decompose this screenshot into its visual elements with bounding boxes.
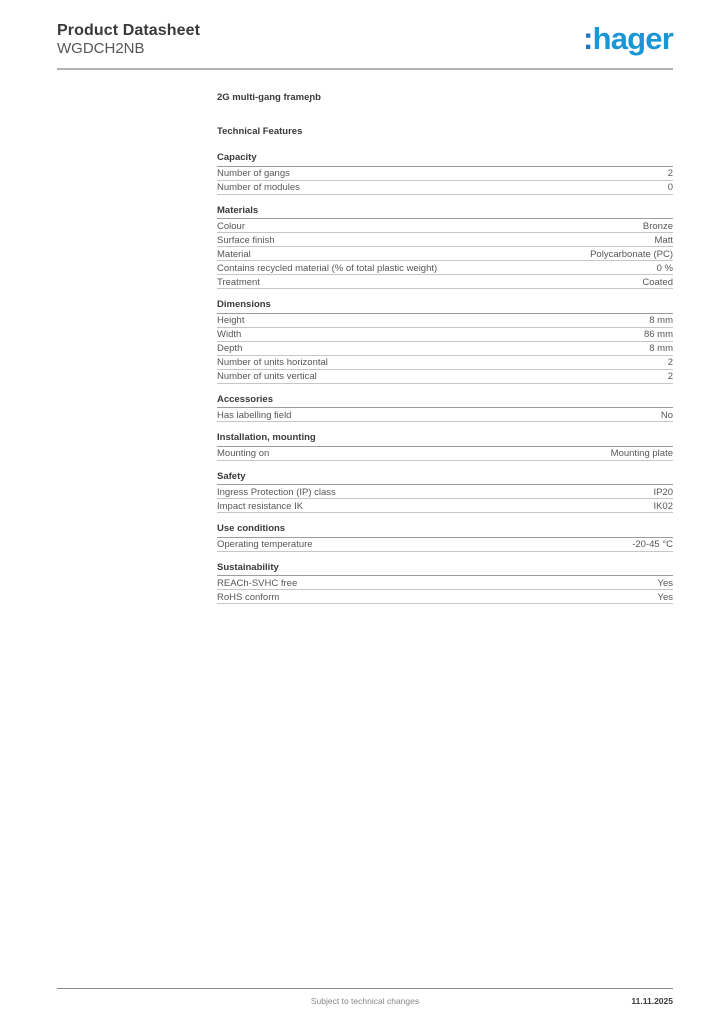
- page-footer: Subject to technical changes 11.11.2025: [57, 988, 673, 1006]
- row-label: Mounting on: [217, 448, 270, 459]
- table-row: Number of units vertical 2: [217, 370, 673, 384]
- table-row: REACh-SVHC free Yes: [217, 576, 673, 590]
- table-row: Contains recycled material (% of total p…: [217, 261, 673, 275]
- section-title: Dimensions: [217, 300, 673, 314]
- row-label: Material: [217, 248, 251, 260]
- row-label: Number of units vertical: [217, 371, 317, 382]
- technical-sections: Capacity Number of gangs 2 Number of module…: [217, 153, 673, 604]
- row-value: IP20: [653, 486, 673, 498]
- table-row: Material Polycarbonate (PC): [217, 247, 673, 261]
- row-value: 86 mm: [643, 329, 673, 340]
- row-label: Depth: [217, 343, 243, 354]
- row-label: Surface finish: [217, 234, 275, 246]
- section-title: Sustainability: [217, 562, 673, 576]
- section-use-conditions: Use conditions Operating temperature -20-4…: [217, 524, 673, 552]
- row-value: 0: [667, 182, 673, 193]
- table-row: Number of units horizontal 2: [217, 356, 673, 370]
- section-dimensions: Dimensions Height 8 mm Width 86 mm Depth 8 mm N…: [217, 300, 673, 384]
- row-label: Width: [217, 329, 242, 340]
- table-row: Treatment Coated: [217, 275, 673, 289]
- row-label: Number of modules: [217, 182, 300, 193]
- page-header: Product Datasheet WGDCH2NB :hager: [57, 21, 674, 58]
- technical-features-heading: Technical Features: [217, 126, 303, 137]
- section-title: Use conditions: [217, 524, 673, 538]
- row-value: 2: [667, 357, 673, 368]
- row-value: 2: [667, 168, 673, 179]
- footer-note: Subject to technical changes: [310, 996, 420, 1006]
- row-label: Contains recycled material (% of total p…: [217, 262, 438, 274]
- section-capacity: Capacity Number of gangs 2 Number of module…: [217, 153, 673, 195]
- section-title: Safety: [217, 471, 673, 485]
- row-value: Bronze: [642, 220, 673, 232]
- row-label: Number of gangs: [217, 168, 290, 179]
- section-title: Materials: [217, 205, 673, 219]
- table-row: Width 86 mm: [217, 328, 673, 342]
- document-titles: Product Datasheet WGDCH2NB: [57, 21, 200, 58]
- table-row: Depth 8 mm: [217, 342, 673, 356]
- row-label: RoHS conform: [217, 591, 280, 603]
- datasheet-content: 2G multi-gang frameɲb Technical Features…: [217, 93, 673, 604]
- row-label: Impact resistance IK: [217, 500, 304, 512]
- table-row: RoHS conform Yes: [217, 590, 673, 604]
- row-value: No: [660, 409, 673, 421]
- row-label: Treatment: [217, 276, 260, 288]
- row-value: Yes: [657, 591, 674, 603]
- table-row: Has labelling field No: [217, 408, 673, 422]
- row-label: Operating temperature: [217, 539, 313, 550]
- row-value: 8 mm: [649, 343, 673, 354]
- row-value: Mounting plate: [610, 448, 673, 459]
- section-title: Capacity: [217, 153, 673, 167]
- table-row: Operating temperature -20-45 °C: [217, 538, 673, 552]
- row-value: 0 %: [656, 262, 673, 274]
- logo-colon: :: [583, 21, 593, 56]
- row-value: 8 mm: [649, 315, 673, 326]
- row-label: Colour: [217, 220, 245, 232]
- document-title: Product Datasheet: [57, 22, 201, 39]
- table-row: Colour Bronze: [217, 219, 673, 233]
- product-reference: WGDCH2NB: [57, 40, 145, 57]
- footer-date: 11.11.2025: [631, 996, 673, 1006]
- section-materials: Materials Colour Bronze Surface finish Matt M…: [217, 205, 673, 289]
- hager-logo: :hager: [583, 21, 674, 56]
- table-row: Ingress Protection (IP) class IP20: [217, 485, 673, 499]
- table-row: Impact resistance IK IK02: [217, 499, 673, 513]
- table-row: Surface finish Matt: [217, 233, 673, 247]
- row-value: Yes: [657, 577, 674, 589]
- section-title: Installation, mounting: [217, 433, 673, 447]
- table-row: Mounting on Mounting plate: [217, 447, 673, 461]
- row-value: IK02: [653, 500, 673, 512]
- section-installation-mounting: Installation, mounting Mounting on Mountin…: [217, 433, 673, 461]
- section-title: Accessories: [217, 394, 673, 408]
- row-label: Ingress Protection (IP) class: [217, 486, 336, 498]
- row-value: Polycarbonate (PC): [590, 248, 673, 260]
- row-label: Has labelling field: [217, 409, 292, 421]
- row-label: REACh-SVHC free: [217, 577, 298, 589]
- row-value: -20-45 °C: [632, 539, 673, 550]
- section-safety: Safety Ingress Protection (IP) class IP20 I…: [217, 471, 673, 513]
- table-row: Number of modules 0: [217, 181, 673, 195]
- section-accessories: Accessories Has labelling field No: [217, 394, 673, 422]
- product-description: 2G multi-gang frameɲb: [217, 92, 321, 103]
- table-row: Height 8 mm: [217, 314, 673, 328]
- row-label: Number of units horizontal: [217, 357, 328, 368]
- row-value: Matt: [654, 234, 673, 246]
- row-value: 2: [667, 371, 673, 382]
- section-sustainability: Sustainability REACh-SVHC free Yes RoHS con…: [217, 562, 673, 604]
- logo-text: hager: [592, 21, 674, 56]
- row-value: Coated: [642, 276, 673, 288]
- row-label: Height: [217, 315, 245, 326]
- table-row: Number of gangs 2: [217, 167, 673, 181]
- header-divider: [57, 68, 673, 70]
